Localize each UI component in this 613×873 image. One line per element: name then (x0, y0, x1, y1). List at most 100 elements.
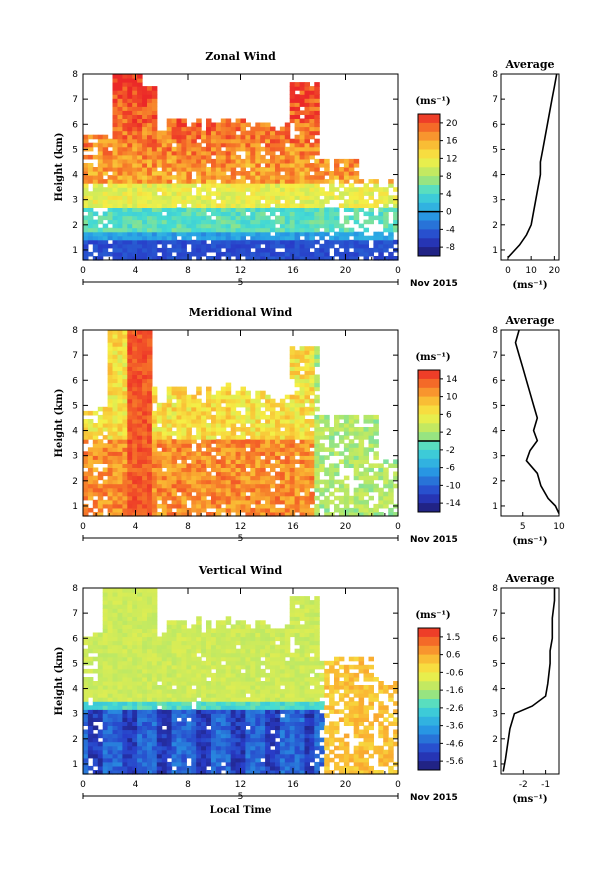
heatmap-cell (220, 199, 227, 204)
heatmap-cell (186, 507, 192, 513)
heatmap-cell (289, 215, 296, 221)
heatmap-cell (279, 215, 286, 221)
heatmap-cell (87, 640, 94, 646)
heatmap-cell (304, 187, 310, 192)
heatmap-cell (255, 207, 261, 212)
heatmap-cell (171, 733, 178, 739)
heatmap-cell (166, 681, 173, 686)
heatmap-cell (334, 207, 340, 212)
heatmap-cell (107, 770, 114, 775)
heatmap-cell (107, 346, 114, 351)
heatmap-cell (117, 350, 123, 355)
heatmap-cell (191, 158, 197, 164)
heatmap-cell (137, 114, 143, 119)
heatmap-cell (127, 74, 133, 79)
heatmap-cell (171, 219, 178, 225)
heatmap-cell (230, 154, 237, 160)
heatmap-cell (250, 251, 256, 257)
heatmap-cell (151, 167, 158, 172)
heatmap-cell (270, 158, 276, 164)
heatmap-cell (206, 753, 212, 759)
heatmap-cell (220, 495, 227, 501)
heatmap-cell (97, 483, 104, 489)
heatmap-cell (161, 729, 168, 735)
heatmap-cell (83, 721, 89, 726)
heatmap-cell (171, 394, 178, 400)
heatmap-cell (137, 167, 143, 172)
heatmap-cell (117, 386, 123, 392)
heatmap-cell (117, 685, 123, 690)
heatmap-cell (147, 158, 153, 164)
heatmap-cell (151, 761, 158, 767)
heatmap-cell (112, 503, 118, 509)
heatmap-cell (181, 640, 187, 646)
heatmap-cell (142, 681, 148, 686)
heatmap-cell (171, 479, 178, 485)
heatmap-cell (206, 122, 212, 128)
zonal-heatmap (83, 74, 399, 261)
heatmap-cell (304, 219, 310, 225)
heatmap-cell (156, 664, 163, 670)
heatmap-cell (289, 354, 296, 359)
heatmap-cell (142, 227, 148, 233)
heatmap-cell (127, 435, 133, 440)
heatmap-cell (215, 138, 222, 144)
heatmap-cell (284, 126, 291, 132)
heatmap-cell (230, 414, 237, 420)
heatmap-cell (102, 179, 109, 184)
heatmap-cell (186, 219, 192, 225)
heatmap-cell (235, 243, 242, 249)
colorbar-swatch (418, 185, 440, 195)
heatmap-cell (117, 612, 123, 617)
heatmap-cell (275, 439, 281, 444)
heatmap-cell (186, 512, 192, 517)
heatmap-cell (363, 435, 369, 440)
heatmap-cell (196, 203, 202, 208)
heatmap-cell (240, 431, 246, 436)
heatmap-cell (260, 235, 266, 241)
heatmap-cell (220, 491, 227, 497)
heatmap-cell (107, 175, 114, 180)
heatmap-cell (211, 231, 217, 237)
heatmap-cell (151, 459, 158, 464)
heatmap-cell (181, 656, 187, 662)
heatmap-cell (181, 195, 187, 200)
heatmap-cell (137, 443, 143, 448)
heatmap-cell (314, 187, 320, 192)
heatmap-cell (206, 443, 212, 448)
heatmap-cell (353, 487, 360, 493)
heatmap-cell (132, 330, 138, 335)
heatmap-cell (107, 398, 114, 404)
heatmap-cell (206, 118, 212, 124)
heatmap-cell (151, 150, 158, 156)
heatmap-cell (319, 431, 325, 436)
heatmap-cell (166, 179, 173, 184)
heatmap-cell (142, 749, 148, 755)
heatmap-cell (147, 150, 153, 156)
heatmap-cell (358, 187, 365, 192)
heatmap-cell (142, 725, 148, 731)
heatmap-cell (186, 142, 192, 148)
heatmap-cell (383, 187, 389, 192)
heatmap-cell (107, 394, 114, 400)
heatmap-cell (348, 243, 355, 249)
heatmap-cell (240, 183, 246, 188)
heatmap-cell (112, 459, 118, 464)
heatmap-cell (348, 507, 355, 513)
heatmap-cell (171, 652, 178, 658)
heatmap-cell (220, 126, 227, 132)
heatmap-cell (275, 475, 281, 481)
heatmap-cell (191, 130, 197, 136)
heatmap-cell (211, 138, 217, 144)
heatmap-cell (137, 138, 143, 144)
heatmap-cell (299, 499, 306, 505)
heatmap-cell (299, 443, 306, 448)
heatmap-cell (255, 175, 261, 180)
heatmap-cell (92, 745, 99, 751)
heatmap-cell (181, 713, 187, 718)
heatmap-cell (176, 463, 182, 468)
heatmap-cell (314, 203, 320, 208)
heatmap-cell (102, 753, 109, 759)
x-tick-label: 20 (340, 522, 352, 532)
